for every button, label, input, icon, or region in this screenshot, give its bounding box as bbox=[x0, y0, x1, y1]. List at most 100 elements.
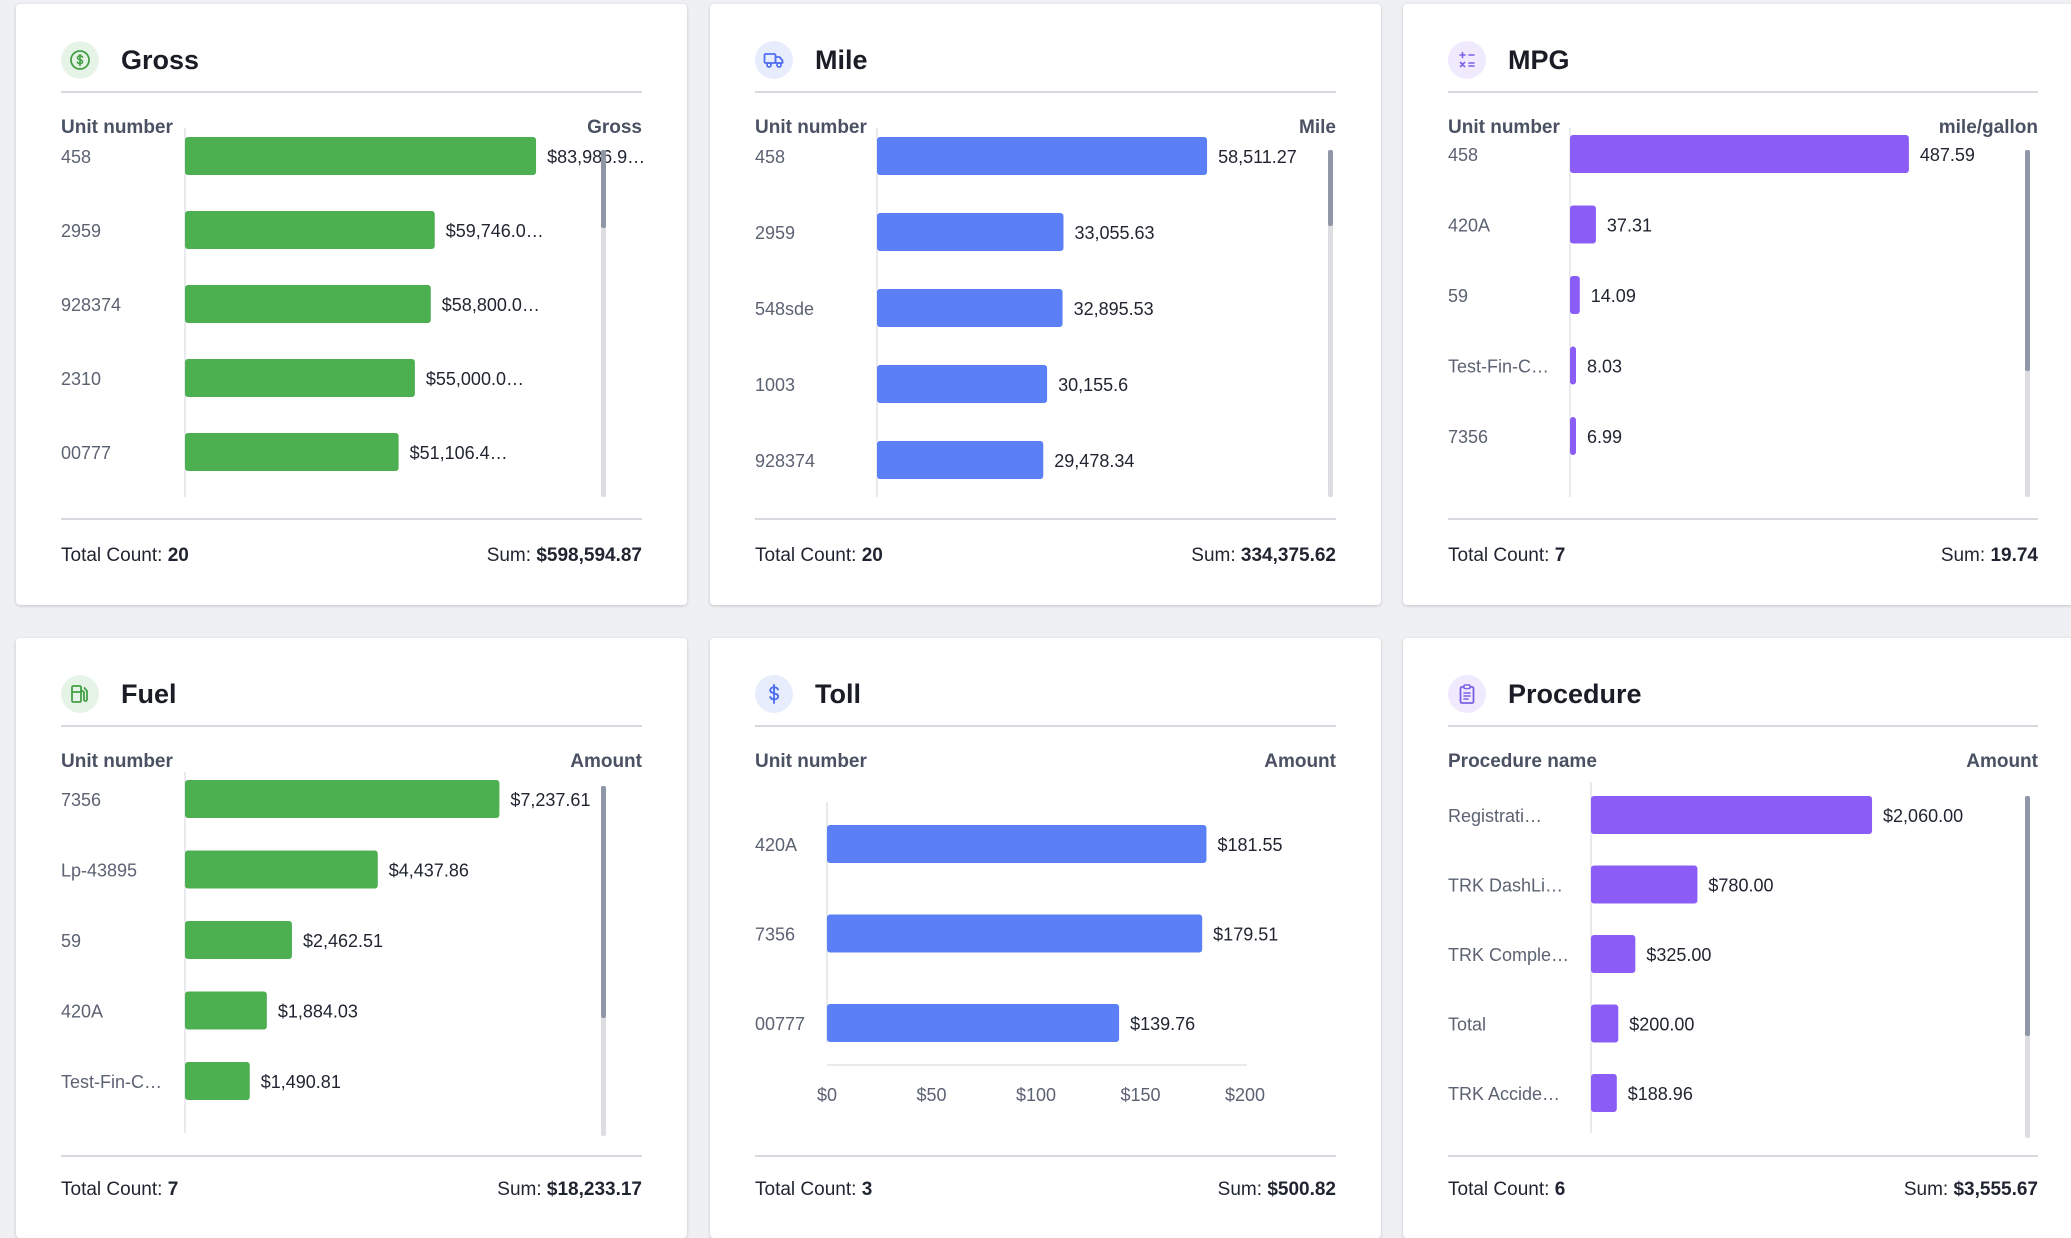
sum: Sum: $500.82 bbox=[1218, 1179, 1336, 1201]
bar[interactable] bbox=[1570, 205, 1596, 244]
mpg-card: MPG Unit number mile/gallon 458 487.59 420A 37… bbox=[1403, 4, 2071, 605]
bar[interactable] bbox=[185, 359, 415, 397]
bar[interactable] bbox=[185, 285, 431, 323]
bar[interactable] bbox=[185, 1062, 250, 1100]
value-label: 58,511.27 bbox=[1218, 147, 1297, 167]
header-divider bbox=[755, 725, 1336, 727]
value-label: 8.03 bbox=[1587, 357, 1622, 377]
value-label: $4,437.86 bbox=[389, 861, 469, 881]
bar[interactable] bbox=[827, 825, 1207, 863]
value-label: 6.99 bbox=[1587, 427, 1622, 447]
total-count-value: 6 bbox=[1554, 1179, 1566, 1200]
sum: Sum: $598,594.87 bbox=[487, 545, 642, 567]
value-label: 33,055.63 bbox=[1074, 223, 1154, 243]
category-label: 00777 bbox=[755, 1014, 805, 1034]
mile-chart: 458 58,511.27 2959 33,055.63 548sde 32,895.53… bbox=[755, 128, 1297, 497]
sum-label: Sum: bbox=[1217, 1179, 1263, 1200]
bar[interactable] bbox=[185, 137, 537, 175]
bar[interactable] bbox=[877, 137, 1208, 175]
category-label: 928374 bbox=[755, 451, 815, 471]
fuel-title: Fuel bbox=[121, 678, 177, 709]
scrollbar[interactable] bbox=[2025, 796, 2030, 1138]
value-label: $200.00 bbox=[1629, 1015, 1694, 1035]
toll-header: Toll bbox=[755, 672, 861, 716]
y-axis-label: Amount bbox=[570, 751, 642, 772]
bar[interactable] bbox=[877, 289, 1063, 327]
procedure-card: Procedure Procedure name Amount Registrati…… bbox=[1403, 638, 2071, 1238]
bar[interactable] bbox=[1570, 135, 1909, 173]
sum: Sum: 19.74 bbox=[1941, 545, 2038, 567]
bar[interactable] bbox=[877, 441, 1044, 479]
scrollbar-thumb[interactable] bbox=[2025, 796, 2030, 1036]
scrollbar[interactable] bbox=[1328, 150, 1333, 497]
x-axis-label: Unit number bbox=[61, 751, 173, 772]
bar[interactable] bbox=[185, 921, 292, 959]
procedure-header: Procedure bbox=[1448, 672, 1642, 716]
header-divider bbox=[755, 91, 1336, 93]
category-label: 458 bbox=[61, 147, 91, 167]
mile-title: Mile bbox=[815, 44, 868, 75]
bar[interactable] bbox=[1591, 935, 1636, 973]
calculator-icon bbox=[1448, 41, 1486, 79]
bar[interactable] bbox=[1591, 1004, 1619, 1043]
value-label: $139.76 bbox=[1130, 1014, 1195, 1034]
mpg-chart: 458 487.59 420A 37.31 59 14.09 Test-Fin-C… 8.03… bbox=[1448, 128, 1975, 497]
scrollbar[interactable] bbox=[2025, 150, 2030, 497]
sum: Sum: 334,375.62 bbox=[1191, 545, 1336, 567]
bar[interactable] bbox=[185, 433, 399, 471]
mpg-header: MPG bbox=[1448, 38, 1570, 82]
value-label: $780.00 bbox=[1708, 876, 1773, 896]
bar[interactable] bbox=[1570, 417, 1576, 455]
category-label: 548sde bbox=[755, 299, 814, 319]
scrollbar[interactable] bbox=[601, 786, 606, 1136]
scrollbar-thumb[interactable] bbox=[601, 150, 606, 228]
value-label: $179.51 bbox=[1213, 925, 1278, 945]
scrollbar-thumb[interactable] bbox=[2025, 150, 2030, 371]
total-count-label: Total Count: bbox=[1448, 545, 1550, 566]
mile-card: Mile Unit number Mile 458 58,511.27 2959 33,05… bbox=[710, 4, 1381, 605]
category-label: TRK Comple… bbox=[1448, 945, 1569, 965]
bar[interactable] bbox=[185, 780, 500, 818]
sum: Sum: $18,233.17 bbox=[497, 1179, 642, 1201]
sum-label: Sum: bbox=[497, 1179, 542, 1200]
bar[interactable] bbox=[1570, 346, 1576, 385]
bar[interactable] bbox=[1591, 1074, 1617, 1112]
total-count: Total Count: 7 bbox=[61, 1179, 178, 1201]
bar[interactable] bbox=[877, 365, 1048, 403]
bar[interactable] bbox=[877, 213, 1064, 251]
total-count-label: Total Count: bbox=[61, 1179, 163, 1200]
fuel-chart: 7356 $7,237.61 Lp-43895 $4,437.86 59 $2,462.5… bbox=[61, 772, 590, 1133]
bar[interactable] bbox=[1591, 865, 1698, 904]
category-label: TRK Accide… bbox=[1448, 1084, 1560, 1104]
footer-divider bbox=[755, 518, 1336, 520]
bar[interactable] bbox=[185, 991, 267, 1030]
bar[interactable] bbox=[185, 211, 435, 249]
total-count: Total Count: 3 bbox=[755, 1179, 872, 1201]
bar[interactable] bbox=[827, 1004, 1120, 1042]
scrollbar-thumb[interactable] bbox=[1328, 150, 1333, 226]
bar[interactable] bbox=[1591, 796, 1873, 834]
dollar-sign-icon bbox=[755, 675, 793, 713]
category-label: 7356 bbox=[61, 790, 101, 810]
toll-chart: 420A $181.55 7356 $179.51 00777 $139.76 $0 $50 $… bbox=[755, 802, 1283, 1105]
category-label: 928374 bbox=[61, 295, 121, 315]
bar[interactable] bbox=[185, 850, 378, 889]
sum: Sum: $3,555.67 bbox=[1904, 1179, 2038, 1201]
scrollbar[interactable] bbox=[601, 150, 606, 497]
column-headers: Unit number mile/gallon bbox=[1448, 117, 2038, 139]
fuel-header: Fuel bbox=[61, 672, 177, 716]
gross-card: Gross Unit number Gross 458 $83,986.9… 2959 $5… bbox=[16, 4, 687, 605]
total-count-value: 7 bbox=[167, 1179, 179, 1200]
category-label: 7356 bbox=[1448, 427, 1488, 447]
category-label: 420A bbox=[61, 1002, 103, 1022]
category-label: 59 bbox=[1448, 286, 1468, 306]
truck-icon bbox=[755, 41, 793, 79]
scrollbar-thumb[interactable] bbox=[601, 786, 606, 1018]
category-label: 458 bbox=[755, 147, 785, 167]
gross-title: Gross bbox=[121, 44, 200, 75]
bar[interactable] bbox=[1570, 276, 1580, 314]
category-label: 420A bbox=[1448, 216, 1490, 236]
bar[interactable] bbox=[827, 914, 1203, 953]
footer-divider bbox=[1448, 518, 2038, 520]
